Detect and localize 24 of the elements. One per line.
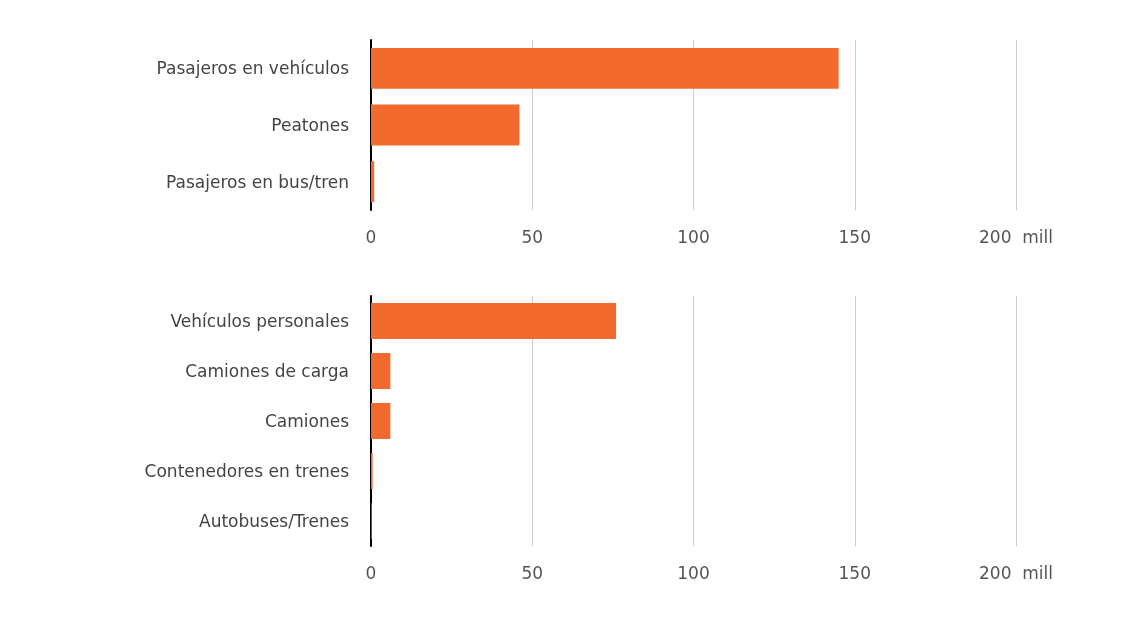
bar — [371, 403, 391, 439]
y-tick-label: Pasajeros en vehículos — [156, 58, 350, 79]
x-tick-label: 50 — [521, 226, 544, 247]
x-tick-label: 0 — [365, 562, 377, 583]
y-tick-label: Peatones — [271, 115, 350, 135]
x-tick-label: 200 mill — [979, 226, 1053, 247]
x-tick-label: 50 — [521, 562, 544, 583]
x-tick-label: 0 — [365, 226, 377, 247]
y-tick-label: Pasajeros en bus/tren — [166, 171, 349, 192]
y-tick-label: Camiones — [264, 411, 350, 431]
bar — [371, 353, 391, 389]
x-tick-label: 200 mill — [979, 562, 1053, 583]
bar — [371, 161, 375, 203]
x-tick-label: 150 — [838, 562, 871, 583]
bar — [371, 47, 839, 89]
y-tick-label: Vehículos personales — [170, 311, 350, 331]
x-tick-label: 100 — [677, 562, 710, 583]
x-tick-label: 150 — [838, 226, 871, 247]
y-tick-label: Autobuses/Trenes — [199, 511, 350, 531]
y-tick-label: Contenedores en trenes — [144, 461, 350, 481]
bar — [371, 104, 520, 146]
bar — [371, 303, 617, 339]
y-tick-label: Camiones de carga — [185, 361, 349, 381]
x-tick-label: 100 — [677, 226, 710, 247]
